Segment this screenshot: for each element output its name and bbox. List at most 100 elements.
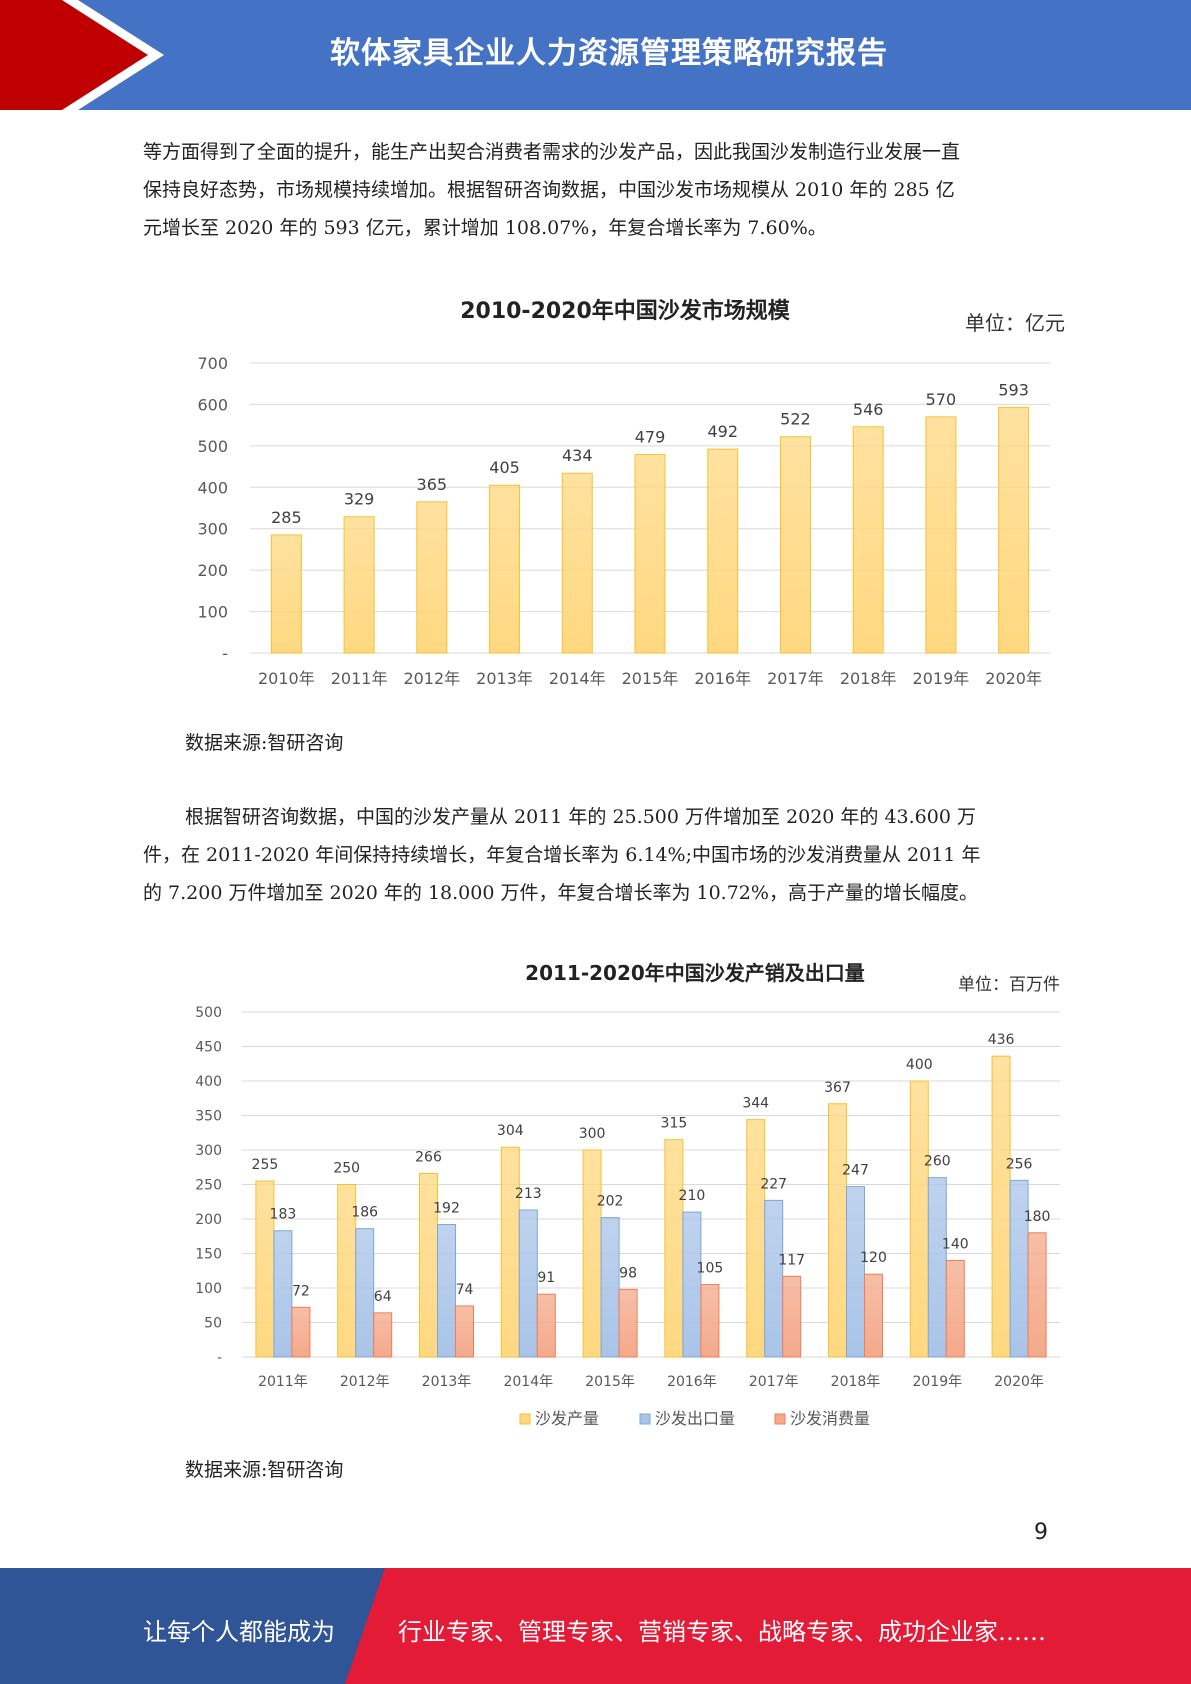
production-sales-chart: 2011-2020年中国沙发产销及出口量 单位：百万件 - 50 100 150 200 25… xyxy=(180,950,1080,1444)
paragraph-1: 等方面得到了全面的提升，能生产出契合消费者需求的沙发产品，因此我国沙发制造行业发… xyxy=(143,133,1048,247)
bar xyxy=(909,1080,929,1358)
y-tick-label: 450 xyxy=(195,1040,222,1056)
bar xyxy=(927,1177,947,1358)
bar xyxy=(455,1305,474,1358)
bar xyxy=(700,1284,720,1358)
bar xyxy=(518,1209,538,1358)
paragraph-line: 件，在 2011-2020 年间保持持续增长，年复合增长率为 6.14%;中国市… xyxy=(143,844,981,866)
data-label: 210 xyxy=(679,1188,706,1204)
chart-unit-label: 单位：百万件 xyxy=(958,975,1060,995)
data-label: 593 xyxy=(998,380,1029,399)
y-tick-label: - xyxy=(217,1350,222,1366)
bar xyxy=(437,1224,456,1358)
x-tick-label: 2010年 xyxy=(258,669,315,688)
page-header: 软体家具企业人力资源管理策略研究报告 xyxy=(0,0,1191,110)
bar xyxy=(664,1139,684,1358)
data-label: 64 xyxy=(374,1289,392,1305)
chart-unit-label: 单位：亿元 xyxy=(965,311,1065,335)
bar xyxy=(925,416,957,654)
bar xyxy=(600,1217,620,1358)
data-label: 492 xyxy=(707,422,738,441)
data-label: 192 xyxy=(433,1201,460,1217)
footer-slogan-left: 让每个人都能成为 xyxy=(143,1618,335,1646)
bar xyxy=(852,426,884,654)
production-sales-chart-svg: 2011-2020年中国沙发产销及出口量 单位：百万件 - 50 100 150 200 25… xyxy=(195,961,1060,1428)
bar xyxy=(707,448,739,654)
data-label: 266 xyxy=(415,1149,442,1165)
footer-slogan-right: 行业专家、管理专家、营销专家、战略专家、成功企业家…… xyxy=(398,1618,1046,1646)
chart-title: 2010-2020年中国沙发市场规模 xyxy=(460,298,791,324)
y-tick-label: 600 xyxy=(197,395,228,414)
data-label: 400 xyxy=(906,1057,933,1073)
report-title: 软体家具企业人力资源管理策略研究报告 xyxy=(330,36,888,71)
bar xyxy=(998,406,1030,654)
bar xyxy=(991,1055,1011,1358)
bar xyxy=(582,1149,602,1358)
legend-label: 沙发产量 xyxy=(535,1409,599,1428)
data-label: 256 xyxy=(1006,1156,1033,1172)
bar xyxy=(618,1288,638,1358)
bar xyxy=(782,1275,802,1358)
chart1-source: 数据来源:智研咨询 xyxy=(185,732,344,754)
y-tick-label: 350 xyxy=(195,1109,222,1125)
y-tick-label: 100 xyxy=(197,603,228,622)
y-tick-label: 250 xyxy=(195,1178,222,1194)
y-tick-label: 400 xyxy=(195,1074,222,1090)
page-footer: 让每个人都能成为 行业专家、管理专家、营销专家、战略专家、成功企业家…… xyxy=(0,1568,1191,1684)
data-label: 72 xyxy=(292,1283,310,1299)
x-tick-label: 2013年 xyxy=(476,669,533,688)
data-label: 117 xyxy=(778,1252,805,1268)
x-tick-label: 2018年 xyxy=(840,669,897,688)
x-tick-label: 2019年 xyxy=(912,1374,962,1390)
paragraph-line: 根据智研咨询数据，中国的沙发产量从 2011 年的 25.500 万件增加至 2… xyxy=(185,806,976,828)
x-tick-label: 2013年 xyxy=(422,1374,472,1390)
page-number: 9 xyxy=(1034,1520,1048,1545)
x-tick-label: 2018年 xyxy=(831,1374,881,1390)
paragraph-line: 等方面得到了全面的提升，能生产出契合消费者需求的沙发产品，因此我国沙发制造行业发… xyxy=(143,141,961,163)
data-label: 105 xyxy=(697,1261,724,1277)
data-label: 434 xyxy=(562,446,593,465)
x-tick-label: 2017年 xyxy=(749,1374,799,1390)
bar xyxy=(634,454,666,654)
x-tick-label: 2019年 xyxy=(913,669,970,688)
x-tick-label: 2015年 xyxy=(585,1374,635,1390)
paragraph-2: 根据智研咨询数据，中国的沙发产量从 2011 年的 25.500 万件增加至 2… xyxy=(143,798,1048,912)
data-label: 91 xyxy=(537,1270,555,1286)
legend-swatch xyxy=(519,1413,531,1425)
bar xyxy=(355,1228,375,1358)
chart2-source: 数据来源:智研咨询 xyxy=(185,1459,344,1481)
data-label: 213 xyxy=(515,1186,542,1202)
bar xyxy=(746,1119,766,1358)
data-label: 227 xyxy=(760,1176,787,1192)
data-label: 479 xyxy=(635,428,666,447)
data-label: 436 xyxy=(988,1032,1015,1048)
data-label: 344 xyxy=(742,1096,769,1112)
bar xyxy=(779,436,811,654)
legend-swatch xyxy=(639,1413,651,1425)
data-label: 329 xyxy=(344,490,375,509)
bar xyxy=(945,1259,965,1358)
legend-label: 沙发出口量 xyxy=(655,1409,735,1428)
y-tick-label: 50 xyxy=(204,1316,222,1332)
data-label: 367 xyxy=(824,1080,851,1096)
data-label: 186 xyxy=(351,1205,378,1221)
bar xyxy=(373,1312,393,1358)
bar xyxy=(846,1186,865,1358)
x-tick-label: 2017年 xyxy=(767,669,824,688)
data-label: 202 xyxy=(597,1194,624,1210)
bar xyxy=(1027,1232,1047,1358)
paragraph-line: 保持良好态势，市场规模持续增加。根据智研咨询数据，中国沙发市场规模从 2010 … xyxy=(143,179,955,201)
x-tick-label: 2014年 xyxy=(549,669,606,688)
y-tick-label: 200 xyxy=(197,561,228,580)
data-label: 120 xyxy=(860,1250,887,1266)
bar xyxy=(864,1273,883,1358)
bar xyxy=(1009,1179,1029,1358)
x-tick-label: 2015年 xyxy=(622,669,679,688)
x-tick-label: 2020年 xyxy=(985,669,1042,688)
bar xyxy=(764,1199,784,1358)
data-label: 546 xyxy=(853,400,884,419)
header-banner xyxy=(0,0,1191,110)
bar xyxy=(416,501,448,654)
data-label: 522 xyxy=(780,410,811,429)
data-label: 255 xyxy=(252,1157,279,1173)
